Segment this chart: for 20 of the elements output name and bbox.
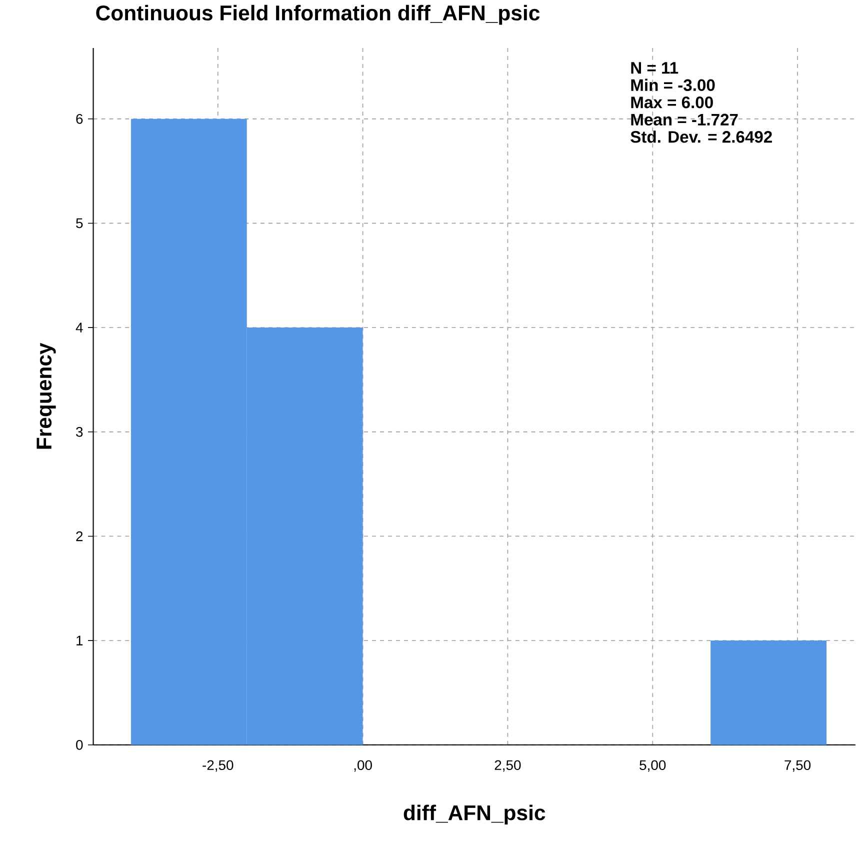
x-tick-label: 2,50 [494,760,521,772]
annotation: Max = 6.00 [631,96,713,108]
x-tick-label: -2,50 [202,760,234,772]
x-tick-label: ,00 [354,760,372,772]
y-tick-label: 4 [76,322,83,332]
x-tick-label: 5,00 [640,760,666,772]
y-tick-label: 5 [76,218,83,228]
chart-title: Continuous Field Information diff_AFN_psic [96,4,540,24]
annotation: Std. Dev. = 2.6492 [630,130,772,143]
annotation: N = 11 [631,62,678,74]
y-axis-title: Frequency [36,342,56,448]
y-tick-label: 0 [76,740,83,750]
x-axis-title: diff_AFN_psic [404,804,546,824]
y-tick-label: 2 [76,531,83,541]
x-tick-label: 7,50 [784,760,811,772]
annotation: Mean = -1.727 [631,114,738,126]
y-tick-label: 3 [76,426,83,437]
y-tick-label: 6 [76,114,83,124]
annotation: Min = -3.00 [631,78,715,91]
y-tick-label: 1 [76,636,83,646]
